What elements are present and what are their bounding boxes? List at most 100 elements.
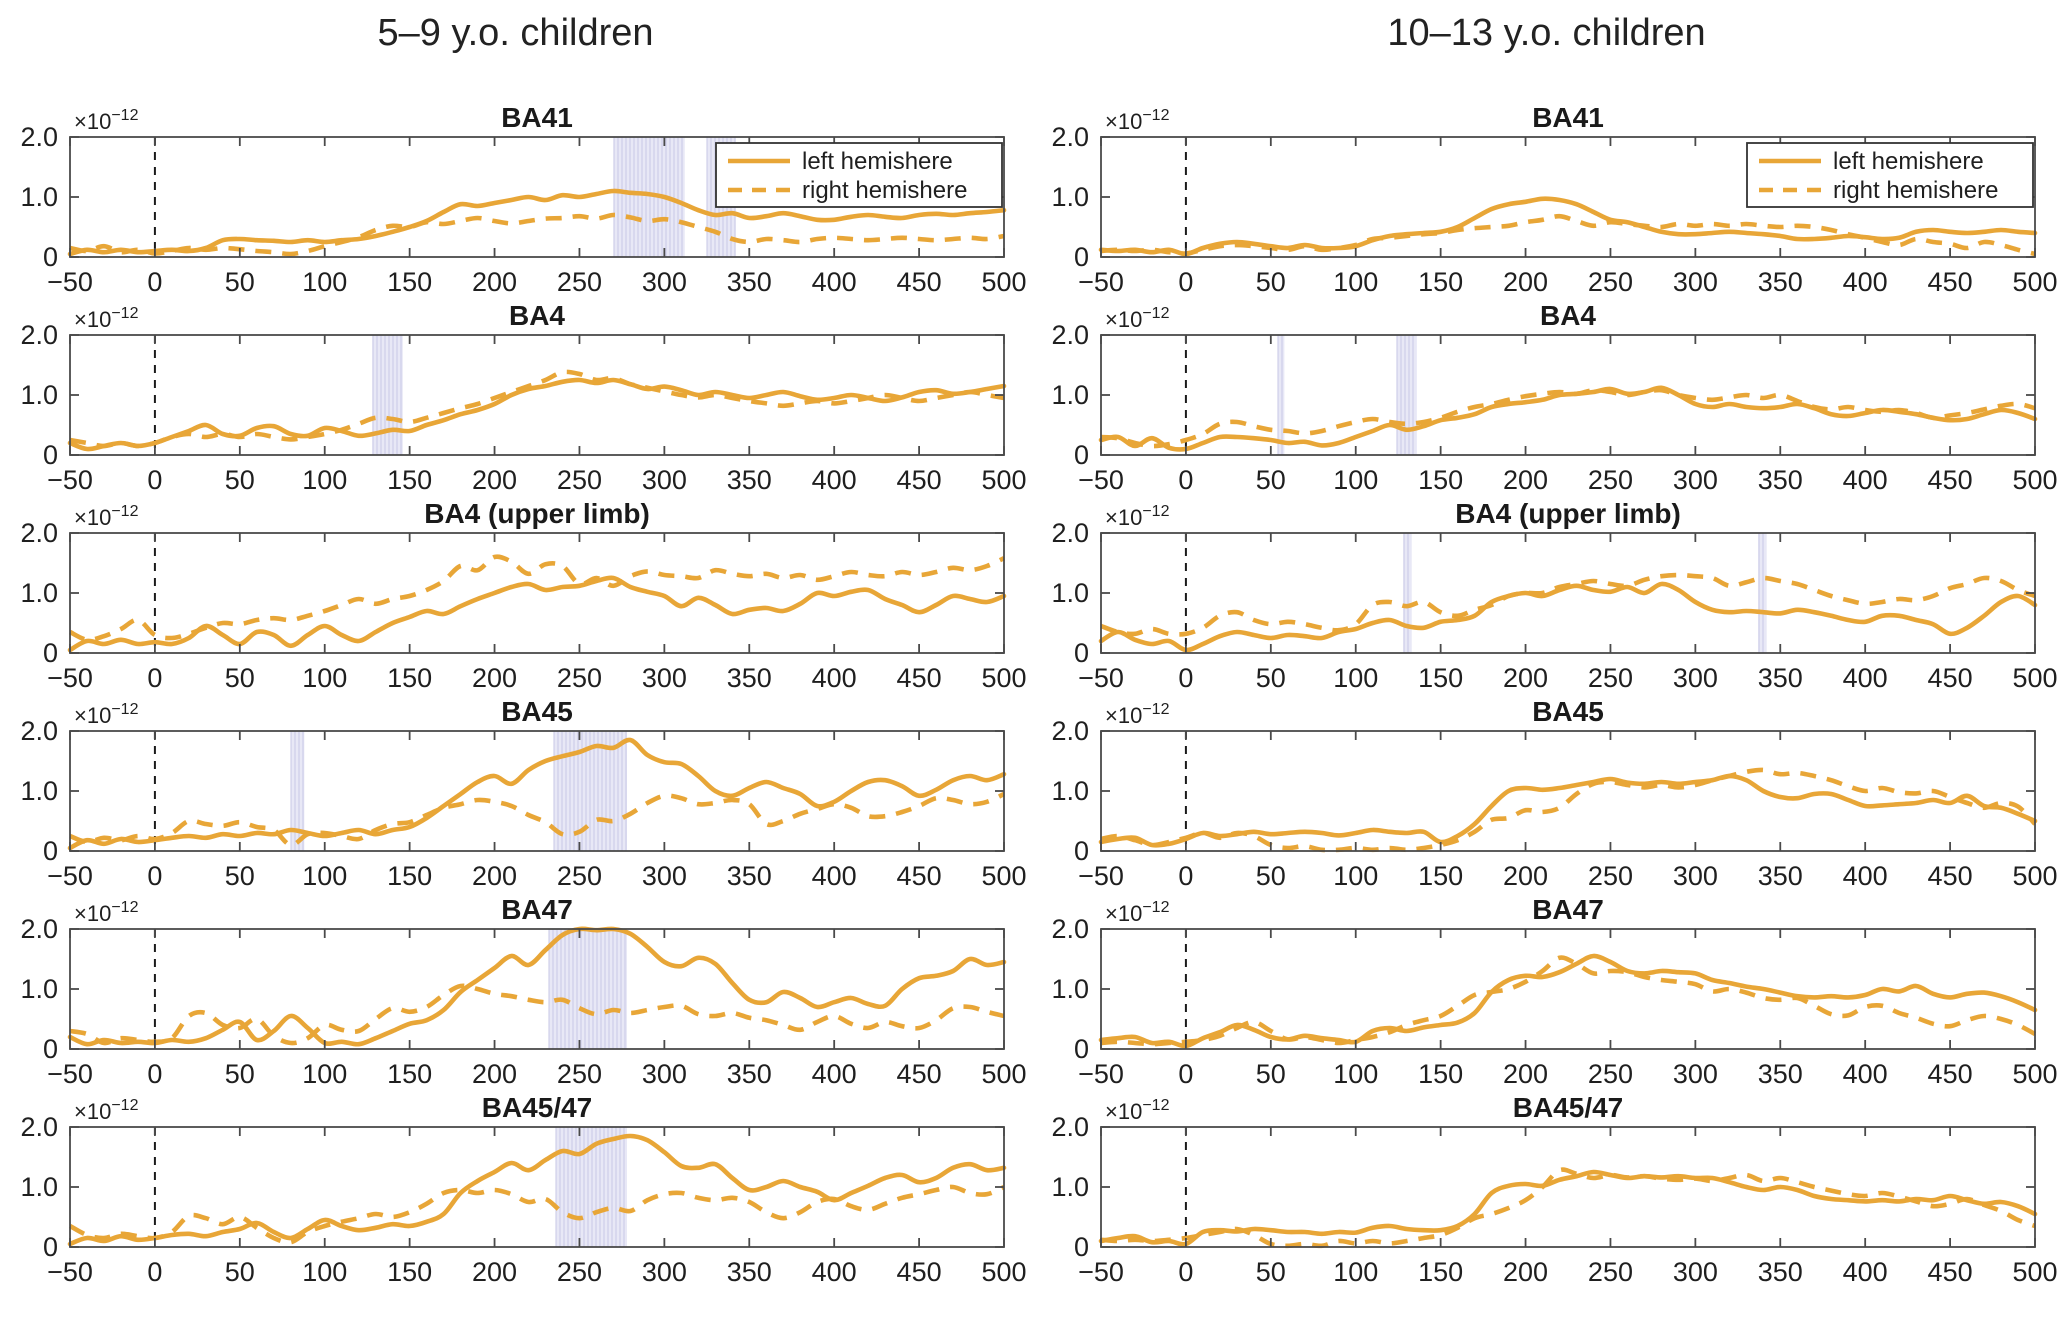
x-tick-label: 350 (727, 1059, 772, 1089)
y-axis: 0 1.0 2.0 (20, 716, 1004, 866)
y-axis: 0 1.0 2.0 (1051, 518, 2035, 668)
x-tick-label: 400 (812, 1059, 857, 1089)
significance-band (553, 731, 628, 851)
x-tick-label: 500 (981, 861, 1026, 891)
x-tick-label: 300 (1673, 1257, 1718, 1287)
x-tick-label: 200 (472, 465, 517, 495)
x-tick-label: 500 (2012, 861, 2057, 891)
x-tick-label: 500 (2012, 267, 2057, 297)
x-tick-label: 0 (1178, 861, 1193, 891)
x-tick-label: 300 (642, 663, 687, 693)
x-tick-label: 50 (1256, 1257, 1286, 1287)
x-tick-label: 250 (557, 465, 602, 495)
y-tick-label: 0 (43, 638, 58, 668)
subplot-ba45-col1: −50 0 50 100 150 200 250 300 350 400 450 50001.02.0… (1051, 696, 2057, 891)
y-tick-label: 1.0 (1051, 182, 1089, 212)
x-axis: −50 0 50 100 150 200 250 300 350 400 450 500 (1078, 137, 2058, 297)
x-tick-label: 300 (1673, 1059, 1718, 1089)
x-tick-label: 100 (1333, 1059, 1378, 1089)
x-tick-label: 250 (1588, 861, 1633, 891)
x-tick-label: 200 (1503, 267, 1548, 297)
right-hemisphere-line (69, 983, 1005, 1046)
y-axis: 0 1.0 2.0 (20, 518, 1004, 668)
right-hemisphere-line (69, 212, 1005, 257)
x-tick-label: 350 (1758, 1257, 1803, 1287)
subplot-title: BA41 (501, 102, 573, 133)
subplot-ba4-upper-limb--col0: −50 0 50 100 150 200 250 300 350 400 450 50001.02.0… (20, 498, 1026, 693)
x-tick-label: −50 (47, 1059, 93, 1089)
x-tick-label: 300 (1673, 861, 1718, 891)
x-tick-label: 300 (1673, 465, 1718, 495)
y-tick-label: 2.0 (20, 518, 58, 548)
subplot-ba41-col1: −50 0 50 100 150 200 250 300 350 400 450 50001.02.0… (1051, 102, 2058, 297)
right-hemisphere-line (1100, 387, 2036, 449)
y-tick-label: 2.0 (20, 1112, 58, 1142)
left-hemisphere-line (67, 1133, 1007, 1247)
y-axis-exponent-label: ×10−12 (74, 503, 139, 530)
y-axis-exponent-label: ×10−12 (1105, 701, 1170, 728)
x-tick-label: 350 (727, 663, 772, 693)
subplot-ba45-47-col1: −50 0 50 100 150 200 250 300 350 400 450 50001.02.0… (1051, 1092, 2057, 1287)
x-tick-label: 500 (981, 267, 1026, 297)
right-hemisphere-line (68, 554, 1005, 643)
subplot-title: BA4 (upper limb) (1455, 498, 1681, 529)
x-tick-label: 150 (387, 663, 432, 693)
x-tick-label: 350 (1758, 663, 1803, 693)
y-axis: 0 1.0 2.0 (1051, 122, 2035, 272)
x-tick-label: 500 (981, 1059, 1026, 1089)
y-tick-label: 1.0 (1051, 578, 1089, 608)
right-hemisphere-line (69, 791, 1006, 848)
x-axis: −50 0 50 100 150 200 250 300 350 400 450 500 (47, 335, 1027, 495)
x-tick-label: 100 (1333, 267, 1378, 297)
y-tick-label: 0 (1074, 1232, 1089, 1262)
x-tick-label: −50 (1078, 1059, 1124, 1089)
x-tick-label: 200 (1503, 861, 1548, 891)
y-tick-label: 2.0 (1051, 914, 1089, 944)
legend-label-left-hemisphere: left hemishere (1833, 148, 1984, 175)
y-tick-label: 0 (1074, 440, 1089, 470)
y-tick-label: 2.0 (20, 914, 58, 944)
x-tick-label: 400 (1843, 1059, 1888, 1089)
subplot-ba47-col0: −50 0 50 100 150 200 250 300 350 400 450 50001.02.0… (20, 894, 1026, 1089)
x-tick-label: 0 (147, 1059, 162, 1089)
x-tick-label: 200 (472, 1257, 517, 1287)
significance-band (1396, 335, 1417, 455)
plot-box (1100, 532, 2036, 654)
x-tick-label: 250 (557, 267, 602, 297)
significance-band (1277, 335, 1285, 455)
y-tick-label: 1.0 (20, 776, 58, 806)
right-hemisphere-line (1100, 572, 2036, 637)
y-tick-label: 0 (1074, 1034, 1089, 1064)
x-tick-label: 450 (1928, 663, 1973, 693)
left-hemisphere-line (67, 575, 1007, 653)
x-tick-label: 150 (387, 1059, 432, 1089)
x-tick-label: 0 (1178, 663, 1193, 693)
x-tick-label: 150 (1418, 267, 1463, 297)
x-tick-label: 100 (302, 267, 347, 297)
x-tick-label: 0 (147, 1257, 162, 1287)
x-tick-label: 200 (1503, 465, 1548, 495)
x-tick-label: 150 (387, 465, 432, 495)
x-tick-label: 150 (1418, 861, 1463, 891)
x-tick-label: 100 (1333, 663, 1378, 693)
left-hemisphere-line (1098, 581, 2038, 653)
x-tick-label: 50 (225, 465, 255, 495)
x-tick-label: 100 (302, 465, 347, 495)
x-tick-label: 450 (897, 1059, 942, 1089)
y-axis: 0 1.0 2.0 (20, 1112, 1004, 1262)
x-tick-label: 300 (642, 267, 687, 297)
x-tick-label: −50 (47, 267, 93, 297)
left-hemisphere-line (1098, 773, 2038, 848)
x-tick-label: 400 (812, 465, 857, 495)
x-tick-label: 200 (472, 267, 517, 297)
x-tick-label: 450 (1928, 861, 1973, 891)
x-tick-label: 0 (147, 465, 162, 495)
x-tick-label: 450 (1928, 465, 1973, 495)
y-axis: 0 1.0 2.0 (20, 914, 1004, 1064)
significance-band (372, 335, 403, 455)
right-hemisphere-line (1100, 767, 2037, 853)
subplot-title: BA41 (1532, 102, 1604, 133)
legend-label-right-hemisphere: right hemishere (1833, 177, 1998, 204)
legend-box (715, 142, 1003, 208)
subplot-title: BA45 (501, 696, 573, 727)
